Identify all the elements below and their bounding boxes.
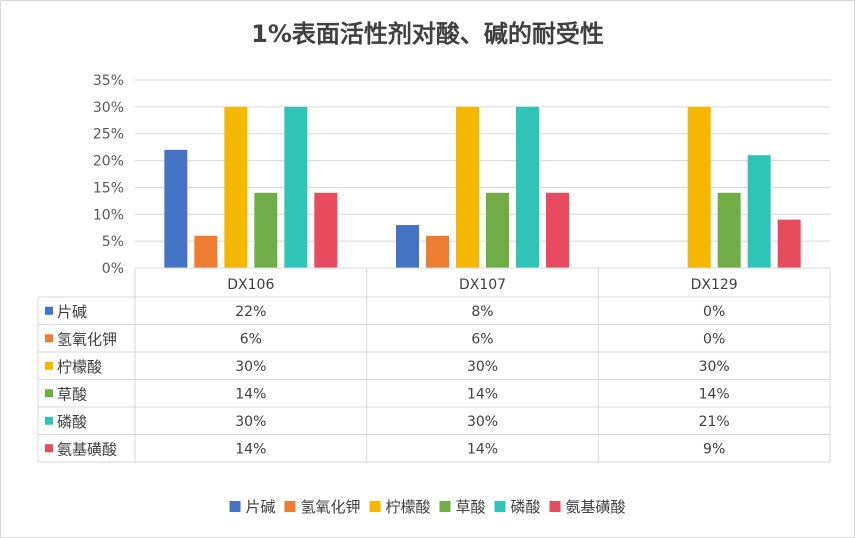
bar xyxy=(546,192,569,268)
table-legend-key xyxy=(45,306,53,315)
legend-swatch xyxy=(284,501,296,512)
y-tick-label: 25% xyxy=(93,127,124,143)
chart-title: 1%表面活性剂对酸、碱的耐受性 xyxy=(251,20,604,48)
table-row-label: 氢氧化钾 xyxy=(57,330,117,348)
data-label: 21% xyxy=(699,414,730,430)
table-legend-key xyxy=(45,416,53,425)
category-label: DX107 xyxy=(459,277,506,293)
legend-label: 磷酸 xyxy=(511,498,541,516)
bar xyxy=(164,149,188,268)
bar xyxy=(194,235,218,268)
data-label: 0% xyxy=(703,304,725,320)
legend-swatch xyxy=(494,501,506,512)
table-legend-key xyxy=(45,361,53,370)
bar xyxy=(314,192,338,268)
legend-swatch xyxy=(549,501,561,512)
data-label: 30% xyxy=(467,414,498,430)
bar xyxy=(426,235,449,268)
data-label: 30% xyxy=(235,414,266,430)
legend-label: 柠檬酸 xyxy=(386,498,431,516)
data-label: 14% xyxy=(467,386,498,402)
data-label: 30% xyxy=(699,359,730,375)
bar xyxy=(254,192,278,268)
bar xyxy=(224,106,248,268)
data-label: 22% xyxy=(235,304,266,320)
legend-label: 草酸 xyxy=(456,498,486,516)
data-label: 30% xyxy=(235,359,266,375)
bar xyxy=(717,192,741,268)
y-tick-label: 10% xyxy=(93,207,124,223)
table-row-label: 片碱 xyxy=(57,303,87,321)
legend-label: 氢氧化钾 xyxy=(301,498,361,516)
legend-swatch xyxy=(229,501,241,512)
y-tick-label: 35% xyxy=(93,73,124,89)
data-label: 9% xyxy=(703,441,725,457)
bar xyxy=(396,225,419,268)
y-tick-label: 0% xyxy=(102,261,124,277)
data-label: 6% xyxy=(240,331,262,347)
y-tick-label: 5% xyxy=(102,234,124,250)
table-row-label: 草酸 xyxy=(57,385,87,403)
data-label: 8% xyxy=(471,304,493,320)
bar xyxy=(456,106,479,268)
bar xyxy=(747,155,771,268)
data-label: 14% xyxy=(235,386,266,402)
table-row-label: 氨基磺酸 xyxy=(57,440,117,458)
data-label: 14% xyxy=(467,441,498,457)
y-tick-label: 20% xyxy=(93,154,124,170)
bar xyxy=(284,106,308,268)
data-label: 0% xyxy=(703,331,725,347)
legend-label: 氨基磺酸 xyxy=(566,498,626,516)
data-label: 6% xyxy=(471,331,493,347)
bar xyxy=(687,106,711,268)
bar xyxy=(486,192,509,268)
table-row-label: 磷酸 xyxy=(57,413,87,431)
legend-swatch xyxy=(369,501,381,512)
table-legend-key xyxy=(45,389,53,398)
y-tick-label: 15% xyxy=(93,180,124,196)
data-label: 30% xyxy=(467,359,498,375)
table-row-label: 柠檬酸 xyxy=(57,358,102,376)
table-legend-key xyxy=(45,334,53,343)
bar xyxy=(516,106,539,268)
y-tick-label: 30% xyxy=(93,100,124,116)
category-label: DX129 xyxy=(691,277,738,293)
legend-label: 片碱 xyxy=(246,498,276,516)
table-legend-key xyxy=(45,444,53,453)
bar xyxy=(777,219,801,268)
legend-swatch xyxy=(439,501,451,512)
data-label: 14% xyxy=(699,386,730,402)
category-label: DX106 xyxy=(227,277,274,293)
data-label: 14% xyxy=(235,441,266,457)
